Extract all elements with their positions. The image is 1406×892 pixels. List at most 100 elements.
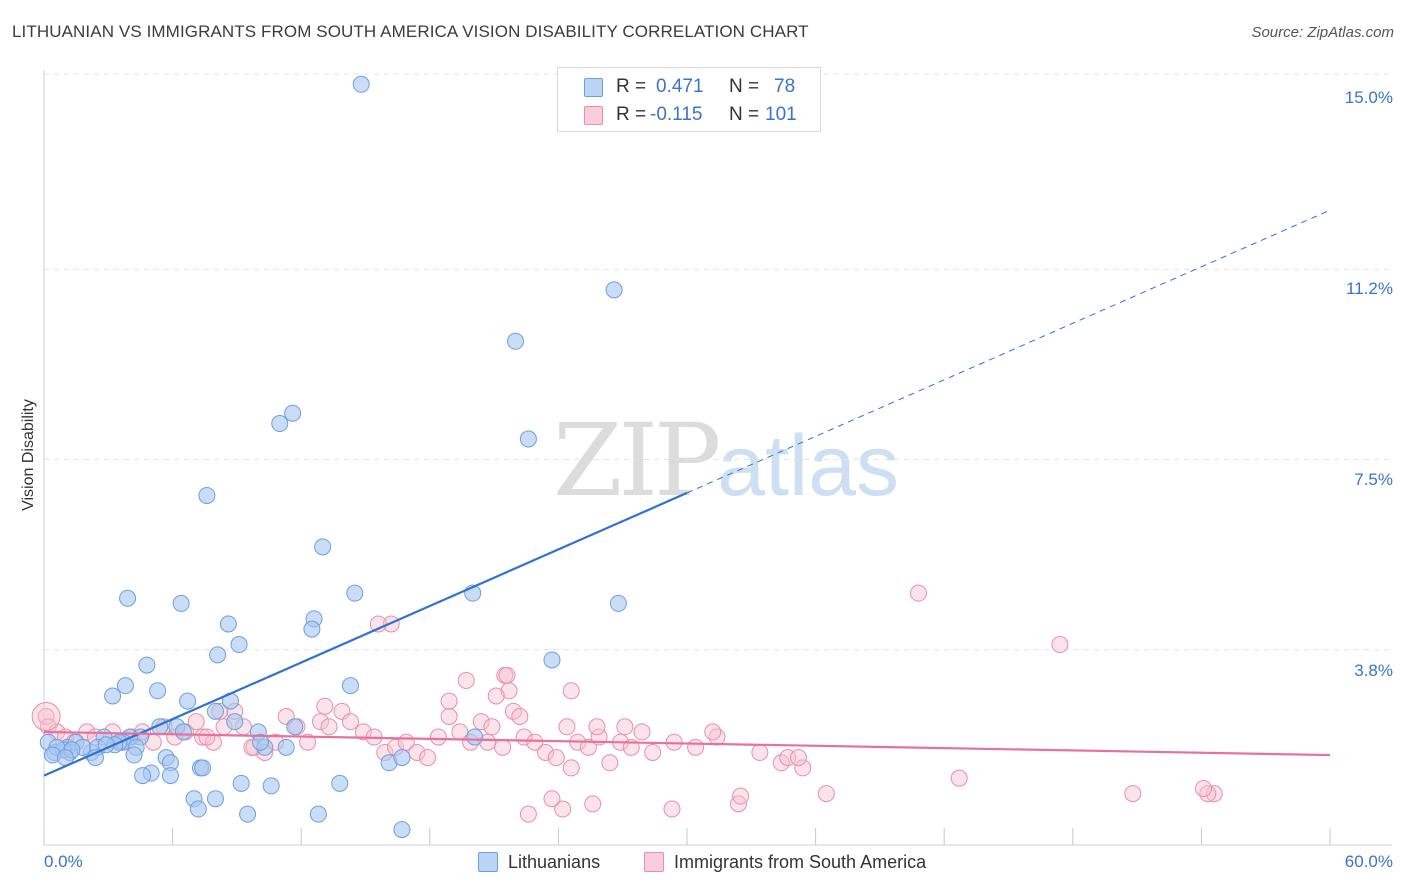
- lithuanians-point: [352, 75, 370, 93]
- immigrants-point: [1205, 785, 1223, 803]
- x-tick-min: 0.0%: [44, 852, 83, 871]
- lithuanians-point: [149, 682, 167, 700]
- immigrants-point: [1124, 785, 1142, 803]
- immigrants-points: [31, 584, 1223, 823]
- lithuanians-point: [251, 733, 269, 751]
- y-tick-15: 15.0%: [1344, 88, 1393, 107]
- lithuanians-point: [331, 774, 349, 792]
- immigrants-point: [543, 790, 561, 808]
- lithuanians-point: [174, 723, 192, 741]
- lithuanians-point: [189, 800, 207, 818]
- lithuanians-point: [341, 677, 359, 695]
- immigrants-point: [547, 749, 565, 767]
- n-value: 78: [774, 76, 796, 97]
- immigrants-point: [299, 733, 317, 751]
- axes: [43, 70, 1392, 846]
- immigrants-point: [732, 787, 750, 805]
- immigrants-point: [794, 759, 812, 777]
- immigrants-point: [537, 743, 555, 761]
- immigrants-point: [751, 743, 769, 761]
- lithuanians-point: [609, 594, 627, 612]
- lithuanians-point: [271, 415, 289, 433]
- immigrants-point: [554, 800, 572, 818]
- lithuanians-point: [179, 692, 197, 710]
- lithuanians-point: [172, 594, 190, 612]
- x-tick-max: 60.0%: [1344, 852, 1393, 871]
- immigrants-point: [950, 769, 968, 787]
- lithuanians-point: [286, 718, 304, 736]
- lithuanians-point: [507, 332, 525, 350]
- lithuanians-point: [284, 404, 302, 422]
- immigrants-point: [483, 718, 501, 736]
- immigrants-point: [320, 718, 338, 736]
- immigrants-point: [644, 743, 662, 761]
- immigrants-point: [1051, 636, 1069, 654]
- immigrants-trend-line: [43, 730, 1331, 757]
- immigrants-point: [558, 718, 576, 736]
- chart-title: LITHUANIAN VS IMMIGRANTS FROM SOUTH AMER…: [12, 22, 809, 41]
- grid-lines: [44, 73, 1392, 651]
- immigrants-point: [616, 718, 634, 736]
- lithuanians-point: [605, 281, 623, 299]
- lithuanians-point: [209, 646, 227, 664]
- lithuanians-point: [161, 767, 179, 785]
- immigrants-point: [311, 713, 329, 731]
- immigrants-point: [687, 738, 705, 756]
- lithuanians-trend-line: [43, 491, 688, 777]
- immigrants-point: [494, 738, 512, 756]
- lithuanians-trend-extension: [686, 209, 1331, 494]
- lithuanians-point: [393, 821, 411, 839]
- y-tick-7-5: 7.5%: [1354, 470, 1393, 489]
- legend-label: Lithuanians: [508, 852, 601, 872]
- legend-item-lithuanians: Lithuanians: [478, 852, 600, 873]
- immigrants-point: [341, 713, 359, 731]
- lithuanians-point: [262, 777, 280, 795]
- immigrants-point: [408, 743, 426, 761]
- immigrants-point: [562, 682, 580, 700]
- lithuanians-point: [277, 738, 295, 756]
- correlation-legend: R = 0.471 N = 78 R = -0.115 N = 101: [557, 67, 821, 132]
- immigrants-point: [37, 708, 55, 725]
- immigrants-point: [419, 749, 437, 767]
- lithuanians-point: [239, 805, 257, 823]
- blue-swatch: [584, 78, 603, 97]
- immigrants-point: [519, 805, 537, 823]
- y-tick-3-8: 3.8%: [1354, 661, 1393, 680]
- lithuanians-point: [116, 677, 134, 695]
- immigrants-point: [579, 738, 597, 756]
- immigrants-point: [429, 728, 447, 746]
- r-label: R =: [616, 76, 647, 97]
- immigrants-point-large: [31, 702, 61, 731]
- lithuanians-point: [303, 620, 321, 638]
- y-axis-label: Vision Disability: [20, 399, 37, 511]
- lithuanians-point: [104, 687, 122, 705]
- lithuanians-point: [194, 759, 212, 777]
- immigrants-point: [457, 672, 475, 690]
- immigrants-point: [511, 708, 529, 725]
- immigrants-point: [704, 723, 722, 741]
- immigrants-point: [1195, 779, 1213, 797]
- n-label: N =: [729, 104, 760, 125]
- lithuanians-point: [314, 538, 332, 556]
- trend-lines: [43, 209, 1331, 777]
- immigrants-point: [789, 749, 807, 767]
- lithuanians-point: [125, 746, 143, 764]
- lithuanians-point: [134, 767, 152, 785]
- lithuanians-point: [206, 702, 224, 720]
- r-label: R =: [616, 104, 647, 125]
- immigrants-point: [440, 692, 458, 710]
- immigrants-point: [187, 713, 205, 731]
- immigrants-point: [487, 687, 505, 705]
- source-label: Source: ZipAtlas.com: [1251, 24, 1394, 41]
- lithuanians-point: [138, 656, 156, 674]
- lithuanians-point: [206, 790, 224, 808]
- immigrants-point: [817, 785, 835, 803]
- immigrants-point: [194, 728, 212, 746]
- lithuanians-point: [543, 651, 561, 669]
- lithuanians-point: [119, 589, 137, 607]
- r-value: -0.115: [650, 104, 703, 125]
- immigrants-point: [909, 584, 927, 602]
- blue-swatch: [478, 852, 498, 872]
- pink-swatch: [584, 106, 603, 125]
